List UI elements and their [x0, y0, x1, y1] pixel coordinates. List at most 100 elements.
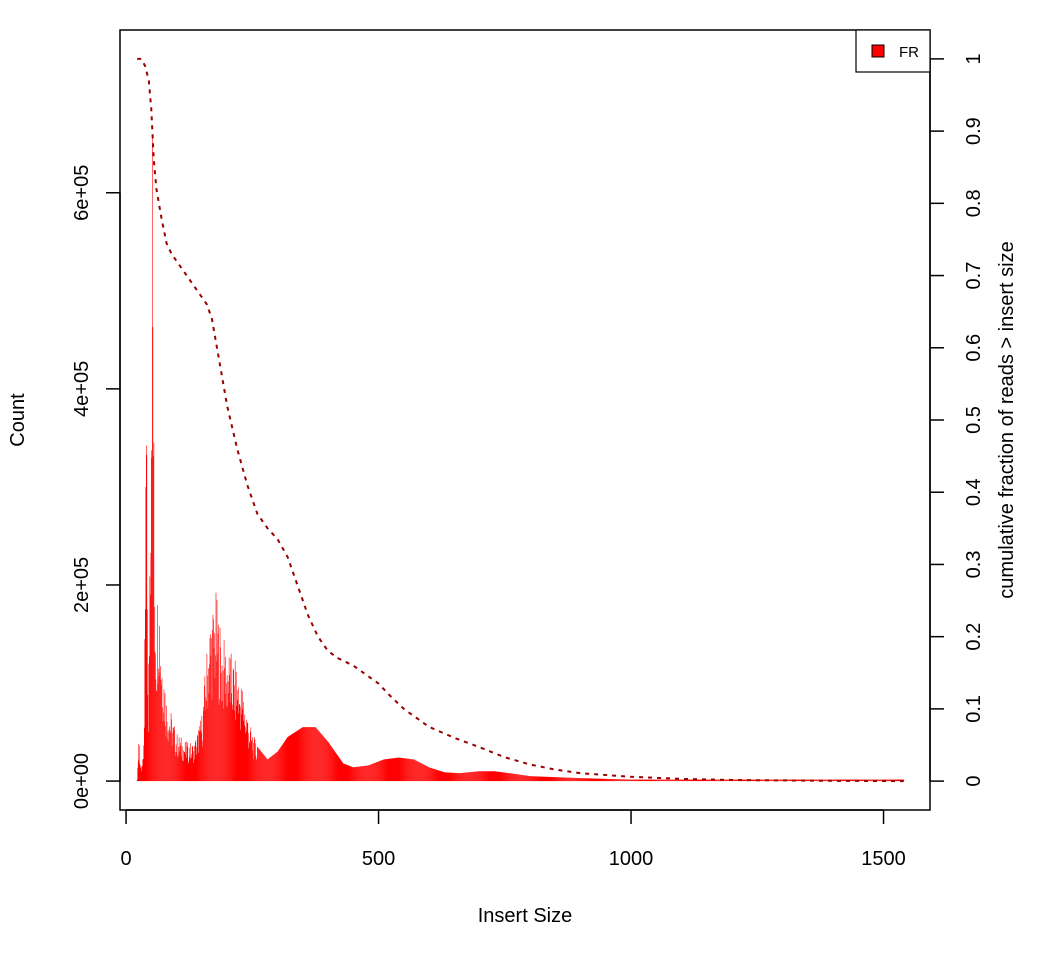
histogram-bar	[410, 759, 411, 782]
histogram-bar	[208, 693, 210, 782]
histogram-bar	[410, 759, 412, 782]
histogram-bar	[605, 778, 607, 782]
histogram-bar	[849, 779, 851, 782]
histogram-bar	[324, 737, 325, 782]
histogram-bar	[194, 759, 196, 782]
histogram-bar	[552, 777, 554, 782]
histogram-bar	[381, 760, 383, 782]
histogram-bar	[209, 637, 211, 782]
histogram-bar	[513, 773, 515, 782]
histogram-bar	[260, 750, 261, 782]
histogram-bar	[889, 779, 891, 782]
histogram-bar	[699, 779, 701, 782]
histogram-bar	[724, 779, 725, 782]
histogram-bar	[176, 751, 177, 782]
histogram-bar	[606, 778, 607, 782]
histogram-bar	[557, 777, 558, 782]
histogram-bar	[537, 776, 539, 782]
histogram-bar	[878, 779, 879, 782]
histogram-bar	[181, 746, 183, 782]
histogram-bar	[367, 765, 369, 782]
cumulative-fraction-line	[137, 57, 904, 783]
histogram-bar	[556, 777, 557, 782]
histogram-bar	[373, 763, 374, 782]
histogram-bar	[647, 779, 649, 782]
histogram-bar	[484, 771, 486, 782]
histogram-bar	[465, 772, 466, 782]
histogram-bar	[244, 733, 246, 782]
histogram-bar	[464, 772, 465, 782]
histogram-bar	[760, 779, 761, 782]
histogram-bar	[594, 778, 596, 782]
histogram-bar	[426, 766, 428, 782]
histogram-bar	[691, 779, 692, 782]
histogram-bar	[513, 773, 514, 782]
histogram-bar	[484, 771, 485, 782]
histogram-bar	[154, 651, 156, 782]
histogram-bar	[595, 778, 597, 782]
histogram-bar	[530, 776, 532, 782]
histogram-bar	[228, 693, 229, 782]
histogram-bar	[603, 778, 605, 782]
histogram-bar	[616, 779, 617, 782]
histogram-bar	[592, 778, 594, 782]
histogram-bar	[356, 766, 357, 782]
histogram-bar	[881, 779, 882, 782]
histogram-bar	[291, 734, 293, 782]
histogram-bar	[187, 761, 189, 782]
histogram-bar	[624, 779, 626, 782]
histogram-bar	[329, 744, 331, 782]
histogram-bar	[319, 731, 320, 782]
histogram-bar	[172, 727, 174, 782]
histogram-bar	[681, 779, 682, 782]
histogram-bar	[406, 758, 407, 782]
histogram-bar	[769, 779, 770, 782]
histogram-bar	[354, 767, 355, 782]
histogram-bar	[501, 772, 502, 782]
histogram-bar	[571, 777, 573, 782]
histogram-bar	[141, 766, 143, 782]
histogram-bar	[679, 779, 680, 782]
histogram-bar	[164, 693, 166, 782]
histogram-bar	[853, 779, 855, 782]
histogram-bar	[355, 767, 357, 782]
histogram-bar	[827, 779, 828, 782]
histogram-bar	[266, 758, 268, 782]
histogram-bar	[461, 772, 463, 782]
histogram-bar	[334, 751, 335, 782]
histogram-bar	[587, 778, 588, 782]
histogram-bar	[298, 729, 300, 782]
histogram-bar	[179, 746, 181, 782]
histogram-bar	[818, 779, 819, 782]
histogram-bar	[451, 772, 452, 782]
histogram-bar	[318, 731, 320, 782]
histogram-bar	[623, 779, 625, 782]
histogram-bar	[176, 734, 178, 782]
histogram-bar	[808, 779, 810, 782]
histogram-bar	[598, 778, 600, 782]
histogram-bar	[346, 764, 348, 782]
histogram-bar	[206, 653, 208, 782]
histogram-bar	[551, 777, 553, 782]
histogram-bar	[271, 755, 273, 782]
histogram-bar	[387, 758, 389, 782]
histogram-bar	[316, 728, 318, 782]
histogram-bar	[152, 326, 154, 782]
histogram-bar	[861, 779, 863, 782]
histogram-bar	[542, 776, 544, 782]
histogram-bar	[657, 779, 659, 782]
histogram-bar	[500, 771, 501, 782]
histogram-bar	[708, 779, 710, 782]
histogram-bar	[860, 779, 862, 782]
histogram-bar	[897, 779, 899, 782]
histogram-bar	[282, 743, 284, 782]
histogram-bar	[306, 727, 307, 782]
histogram-bar	[524, 775, 526, 782]
histogram-bar	[374, 763, 375, 782]
histogram-bar	[659, 779, 660, 782]
histogram-bar	[419, 762, 421, 782]
histogram-bar	[460, 773, 461, 782]
histogram-bar	[290, 734, 292, 782]
histogram-bar	[315, 727, 316, 782]
histogram-bar	[400, 757, 401, 782]
